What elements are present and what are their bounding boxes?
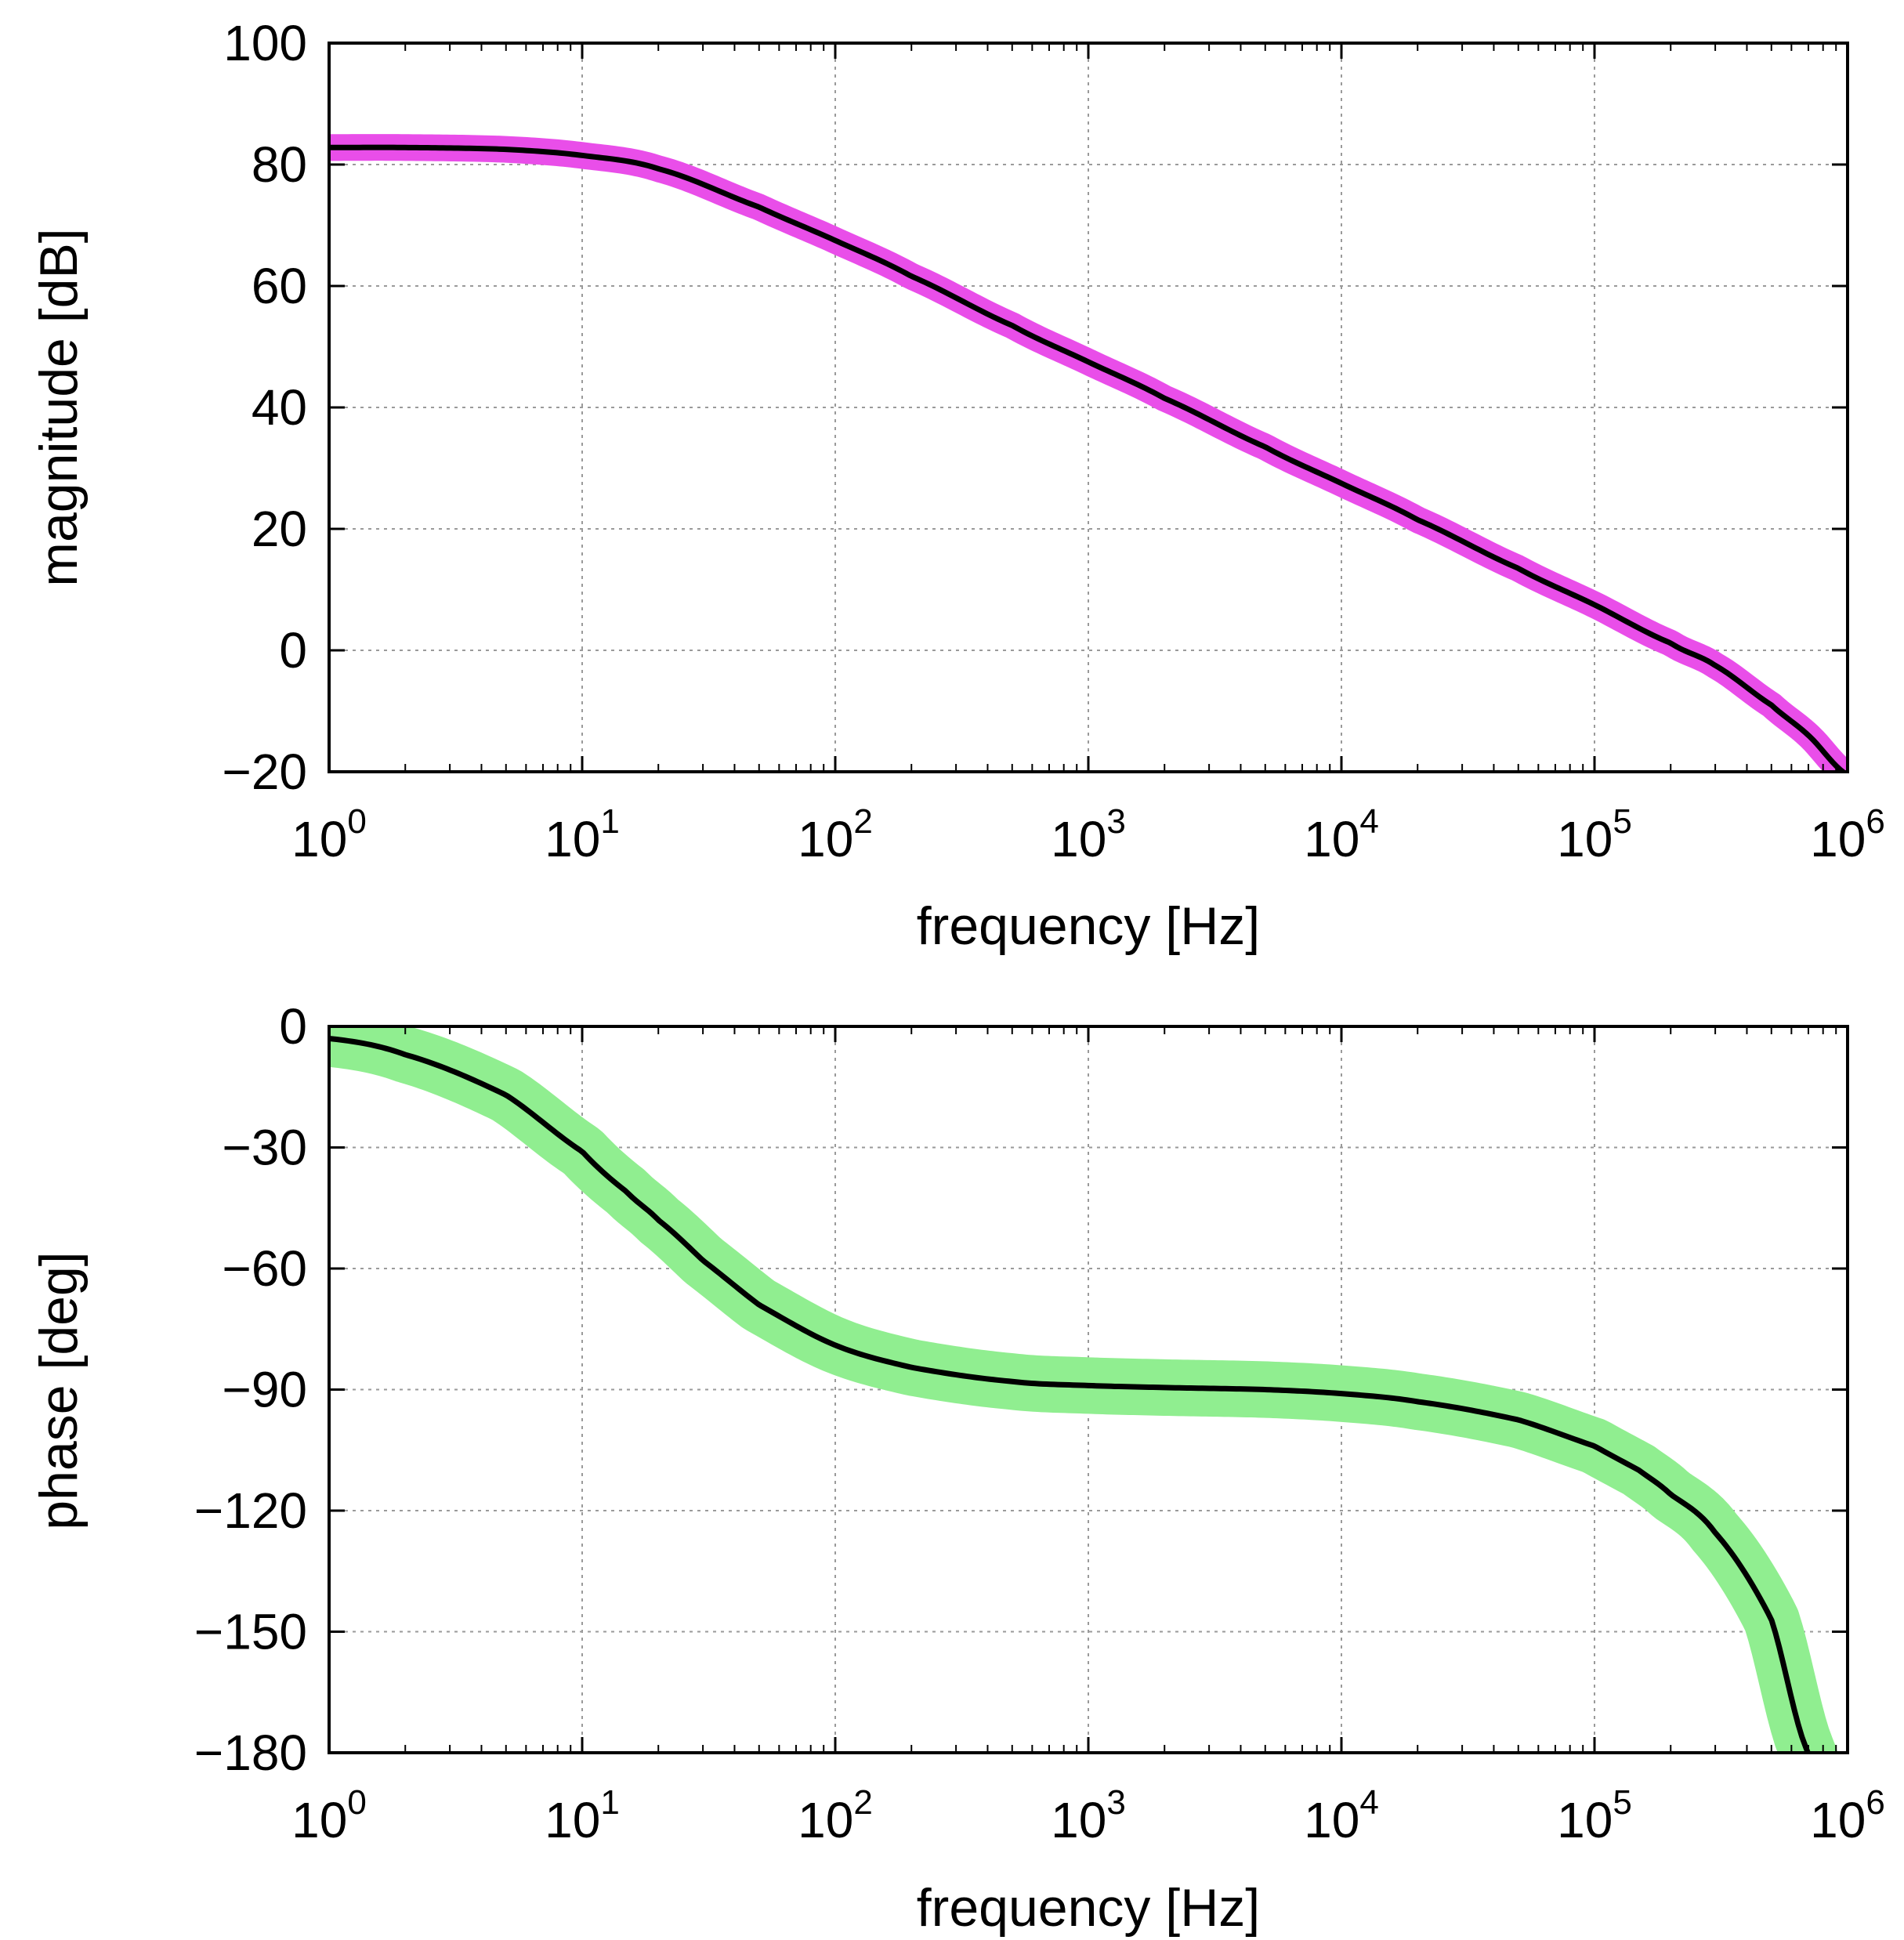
magnitude-y-tick-label: 60 — [252, 258, 307, 314]
magnitude-ylabel: magnitude [dB] — [29, 228, 89, 586]
magnitude-y-tick-label: 100 — [223, 15, 307, 71]
phase-x-tick-label: 103 — [1051, 1783, 1126, 1848]
phase-y-tick-label: −150 — [194, 1604, 307, 1660]
magnitude-plot-frame — [328, 42, 1849, 773]
magnitude-x-tick-label: 103 — [1051, 802, 1126, 867]
phase-xlabel: frequency [Hz] — [917, 1878, 1260, 1938]
magnitude-x-tick-label: 101 — [545, 802, 620, 867]
magnitude-y-tick-label: 40 — [252, 379, 307, 436]
phase-x-tick-label: 101 — [545, 1783, 620, 1848]
magnitude-panel: 100 101 102 103 104 105 106 −20 0 20 40 60 80 100 — [222, 15, 1884, 867]
phase-plot-frame — [328, 1025, 1849, 1754]
phase-y-tick-label: −30 — [222, 1120, 307, 1176]
phase-nominal-line — [329, 1035, 1812, 1753]
phase-x-tick-label: 102 — [798, 1783, 873, 1848]
magnitude-y-tick-label: 0 — [279, 622, 307, 679]
phase-x-tick-label: 105 — [1557, 1783, 1632, 1848]
phase-y-tick-label: −180 — [194, 1725, 307, 1781]
phase-y-tick-label: −60 — [222, 1240, 307, 1297]
phase-ylabel: phase [deg] — [29, 1251, 89, 1529]
phase-panel: 100 101 102 103 104 105 106 −180 −150 −120 −90 −60 −… — [194, 998, 1885, 1848]
magnitude-x-tick-label: 104 — [1304, 802, 1379, 867]
magnitude-x-tick-label: 100 — [291, 802, 367, 867]
magnitude-nominal-line — [329, 144, 1848, 772]
magnitude-x-tick-label: 106 — [1810, 802, 1885, 867]
phase-x-tick-label: 104 — [1304, 1783, 1379, 1848]
magnitude-y-tick-label: 20 — [252, 501, 307, 557]
magnitude-xlabel: frequency [Hz] — [917, 896, 1260, 956]
magnitude-x-tick-label: 105 — [1557, 802, 1632, 867]
phase-y-tick-label: −120 — [194, 1482, 307, 1539]
magnitude-y-tick-label: 80 — [252, 136, 307, 193]
magnitude-x-tick-label: 102 — [798, 802, 873, 867]
phase-y-tick-label: −90 — [222, 1362, 307, 1418]
phase-x-tick-label: 100 — [291, 1783, 367, 1848]
phase-y-tick-label: 0 — [279, 998, 307, 1055]
phase-x-tick-label: 106 — [1810, 1783, 1885, 1848]
magnitude-y-tick-label: −20 — [222, 744, 307, 800]
